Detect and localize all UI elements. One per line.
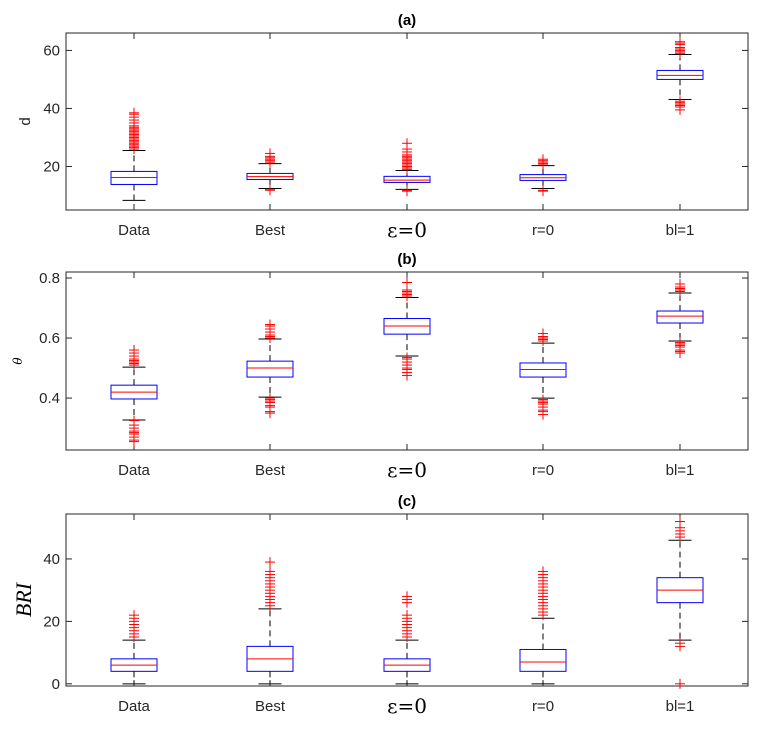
outlier-marker bbox=[538, 566, 548, 577]
y-tick-label: 0.4 bbox=[39, 390, 60, 407]
outlier-marker bbox=[265, 319, 275, 330]
outlier-marker bbox=[129, 436, 139, 447]
box-2 bbox=[383, 277, 431, 381]
x-tick-label: r=0 bbox=[532, 222, 554, 239]
outlier-marker bbox=[402, 186, 412, 197]
panel-c: (c) 0 20 40 BRI Data Best ε=0 r=0 bl=1 bbox=[11, 493, 749, 718]
outlier-marker bbox=[265, 408, 275, 419]
iqr-box bbox=[656, 310, 704, 324]
box-0 bbox=[110, 610, 158, 685]
x-tick-label: r=0 bbox=[532, 462, 554, 479]
y-axis-label: BRI bbox=[11, 581, 36, 617]
x-tick-label: Best bbox=[255, 222, 286, 239]
outlier-marker bbox=[402, 138, 412, 149]
box-0 bbox=[110, 107, 158, 201]
y-tick-label: 0.8 bbox=[39, 270, 60, 287]
box-1 bbox=[246, 557, 294, 685]
iqr-box bbox=[246, 360, 294, 378]
box-3 bbox=[519, 154, 567, 197]
box-4 bbox=[656, 279, 704, 359]
box-4 bbox=[656, 36, 704, 115]
outlier-marker bbox=[129, 345, 139, 356]
panel-title: (b) bbox=[397, 251, 416, 268]
x-tick-label: bl=1 bbox=[666, 462, 695, 479]
x-tick-label: r=0 bbox=[532, 698, 554, 715]
x-tick-label: Data bbox=[118, 222, 150, 239]
box-1 bbox=[246, 319, 294, 419]
y-tick-label: 60 bbox=[43, 42, 60, 59]
y-tick-label: 0 bbox=[52, 676, 60, 693]
box-1 bbox=[246, 148, 294, 196]
x-tick-label: Best bbox=[255, 462, 286, 479]
y-tick-label: 40 bbox=[43, 100, 60, 117]
panel-title: (a) bbox=[398, 12, 416, 29]
box-4 bbox=[656, 516, 704, 689]
outlier-marker bbox=[675, 348, 685, 359]
x-tick-label: bl=1 bbox=[666, 222, 695, 239]
outlier-marker bbox=[402, 610, 412, 621]
outlier-marker bbox=[675, 641, 685, 652]
box-2 bbox=[383, 138, 431, 197]
outlier-marker bbox=[675, 678, 685, 689]
x-tick-label: ε=0 bbox=[387, 458, 427, 482]
outlier-marker bbox=[265, 148, 275, 159]
outlier-marker bbox=[265, 557, 275, 568]
box-0 bbox=[110, 345, 158, 447]
outlier-marker bbox=[675, 36, 685, 47]
x-tick-label: Best bbox=[255, 698, 286, 715]
outlier-marker bbox=[402, 591, 412, 602]
y-axis-label: θ bbox=[11, 357, 25, 365]
outlier-marker bbox=[129, 107, 139, 118]
panel-b: (b) 0.4 0.6 0.8 θ Data Best ε=0 r=0 bl=1 bbox=[11, 251, 749, 482]
y-tick-label: 40 bbox=[43, 551, 60, 568]
x-tick-label: bl=1 bbox=[666, 698, 695, 715]
box-2 bbox=[383, 591, 431, 685]
x-tick-label: Data bbox=[118, 698, 150, 715]
outlier-marker bbox=[129, 610, 139, 621]
x-tick-label: Data bbox=[118, 462, 150, 479]
panel-title: (c) bbox=[398, 493, 416, 510]
outlier-marker bbox=[402, 277, 412, 288]
outlier-marker bbox=[675, 96, 685, 107]
outlier-marker bbox=[538, 186, 548, 197]
box-3 bbox=[519, 566, 567, 685]
panel-a: (a) 20 40 60 d Data Best ε=0 r=0 bl=1 bbox=[17, 12, 749, 242]
outlier-marker bbox=[538, 328, 548, 339]
box-3 bbox=[519, 328, 567, 420]
outlier-marker bbox=[265, 566, 275, 577]
iqr-box bbox=[383, 175, 431, 183]
y-axis-label: d bbox=[17, 117, 34, 125]
y-tick-label: 0.6 bbox=[39, 330, 60, 347]
outlier-marker bbox=[538, 409, 548, 420]
iqr-box bbox=[519, 648, 567, 672]
outlier-marker bbox=[402, 370, 412, 381]
outlier-marker bbox=[265, 185, 275, 196]
outlier-marker bbox=[538, 154, 548, 165]
x-tick-label: ε=0 bbox=[387, 694, 427, 718]
outlier-marker bbox=[675, 516, 685, 527]
x-tick-label: ε=0 bbox=[387, 218, 427, 242]
y-tick-label: 20 bbox=[43, 158, 60, 175]
y-tick-label: 20 bbox=[43, 613, 60, 630]
outlier-marker bbox=[675, 279, 685, 290]
